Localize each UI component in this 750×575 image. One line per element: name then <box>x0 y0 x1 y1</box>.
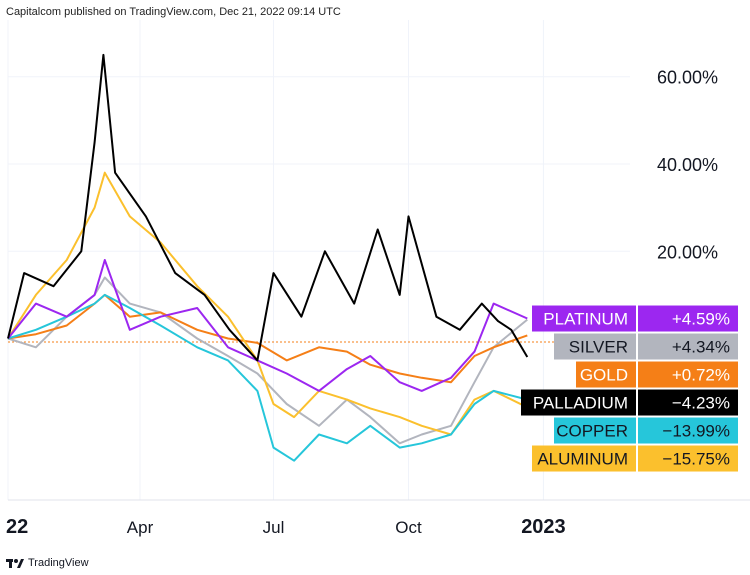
label-value-box <box>638 445 738 472</box>
y-tick-label: 20.00% <box>657 242 718 262</box>
series-change-label: −4.23% <box>672 394 730 413</box>
label-name-box <box>554 333 636 360</box>
value-label-aluminum: ALUMINUM −15.75% <box>532 445 738 472</box>
series-name-label: PALLADIUM <box>533 394 628 413</box>
series-change-label: −13.99% <box>662 422 730 441</box>
x-tick-label: Jul <box>263 518 285 537</box>
series-lines <box>7 53 529 462</box>
value-label-palladium: PALLADIUM −4.23% <box>521 389 738 416</box>
label-name-box <box>554 417 636 444</box>
label-name-box <box>532 445 636 472</box>
x-tick-label: 2023 <box>521 516 566 538</box>
series-line-platinum <box>7 259 528 392</box>
y-axis: 60.00% 40.00% 20.00% <box>657 68 718 263</box>
series-change-label: +4.34% <box>672 338 730 357</box>
grid <box>7 20 630 500</box>
label-name-box <box>576 361 636 388</box>
label-value-box <box>638 417 738 444</box>
series-value-labels: PLATINUM +4.59% SILVER +4.34% GOLD +0.72% PALL… <box>521 305 738 472</box>
x-tick-label: Oct <box>395 518 422 537</box>
x-axis: 22 Apr Jul Oct 2023 <box>6 516 566 538</box>
x-tick-label: 22 <box>6 516 28 538</box>
value-label-silver: SILVER +4.34% <box>554 333 738 360</box>
label-value-box <box>638 361 738 388</box>
series-line-copper <box>7 293 528 462</box>
value-label-copper: COPPER −13.99% <box>554 417 738 444</box>
publish-info: Capitalcom published on TradingView.com,… <box>6 6 341 18</box>
label-name-box <box>532 305 636 332</box>
label-value-box <box>638 305 738 332</box>
series-name-label: SILVER <box>569 338 628 357</box>
value-label-gold: GOLD +0.72% <box>576 361 738 388</box>
series-name-label: COPPER <box>556 422 628 441</box>
series-name-label: ALUMINUM <box>537 450 628 469</box>
series-change-label: +4.59% <box>672 310 730 329</box>
tradingview-logo-icon <box>6 559 24 568</box>
label-value-box <box>638 333 738 360</box>
footer-brand: TradingView <box>28 557 89 569</box>
series-change-label: +0.72% <box>672 366 730 385</box>
series-name-label: PLATINUM <box>543 310 628 329</box>
value-label-platinum: PLATINUM +4.59% <box>532 305 738 332</box>
series-name-label: GOLD <box>580 366 628 385</box>
x-tick-label: Apr <box>127 518 154 537</box>
y-tick-label: 40.00% <box>657 155 718 175</box>
y-tick-label: 60.00% <box>657 68 718 88</box>
label-value-box <box>638 389 738 416</box>
series-line-aluminum <box>7 171 528 436</box>
series-line-palladium <box>7 53 529 362</box>
series-change-label: −15.75% <box>662 450 730 469</box>
tradingview-footer[interactable]: TradingView <box>6 557 89 569</box>
label-name-box <box>521 389 636 416</box>
